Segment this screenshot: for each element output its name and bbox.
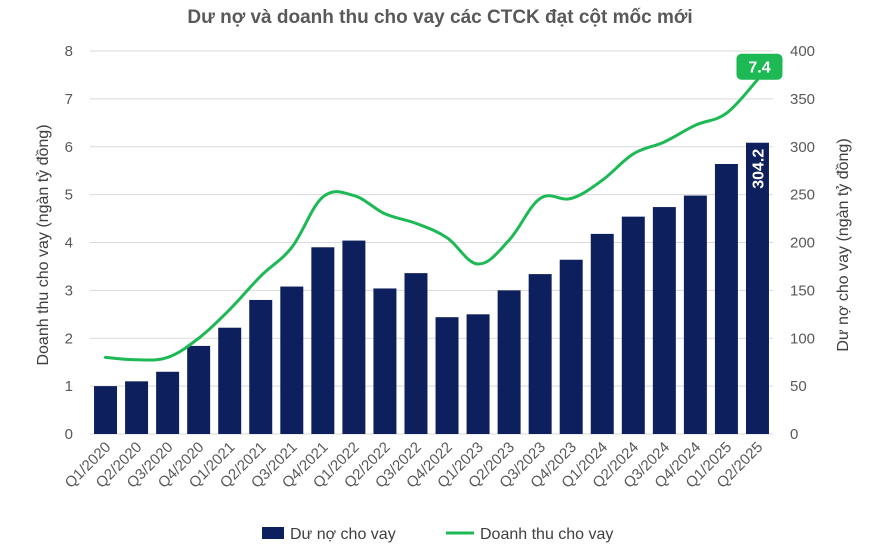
bar: [94, 386, 118, 434]
right-axis-title: Dư nợ cho vay (ngàn tỷ đồng): [835, 138, 852, 351]
legend-bar-label: Dư nợ cho vay: [290, 526, 396, 543]
left-tick-label: 3: [65, 282, 73, 299]
bar: [125, 381, 149, 434]
line-series: 7.4: [104, 53, 783, 362]
chart-title: Dư nợ và doanh thu cho vay các CTCK đạt …: [187, 7, 692, 28]
bar: [466, 314, 490, 434]
bar: [218, 327, 242, 434]
right-tick-label: 400: [790, 43, 815, 60]
left-tick-label: 5: [65, 187, 73, 204]
left-tick-label: 1: [65, 378, 73, 395]
bar: [559, 259, 583, 434]
left-tick-label: 2: [65, 330, 73, 347]
bar-series: 304.2: [94, 142, 769, 435]
bar: [249, 299, 273, 434]
right-tick-label: 200: [790, 235, 815, 252]
line-label-box: [736, 53, 783, 80]
bar: [187, 345, 211, 434]
left-tick-label: 6: [65, 139, 73, 156]
legend: Dư nợ cho vay Doanh thu cho vay: [262, 526, 613, 543]
line-data-label: 7.4: [748, 60, 770, 77]
right-axis-ticks: 0 50 100 150 200 250 300 350 400: [790, 43, 815, 443]
bar: [435, 317, 459, 434]
right-tick-label: 250: [790, 187, 815, 204]
right-tick-label: 350: [790, 91, 815, 108]
bar: [683, 195, 707, 434]
line-path: [104, 78, 759, 362]
bar: [311, 247, 335, 434]
bar: [652, 207, 676, 434]
left-tick-label: 8: [65, 43, 73, 60]
bar: [590, 233, 614, 434]
right-tick-label: 0: [790, 426, 798, 443]
left-axis-title: Doanh thu cho vay (ngàn tỷ đồng): [35, 124, 52, 365]
right-tick-label: 300: [790, 139, 815, 156]
bar: [280, 286, 304, 434]
bar: [621, 216, 645, 434]
right-tick-label: 100: [790, 330, 815, 347]
left-tick-label: 4: [65, 235, 73, 252]
bar: [156, 371, 180, 434]
right-tick-label: 150: [790, 282, 815, 299]
bar: [497, 290, 521, 434]
legend-bar-swatch: [262, 527, 284, 539]
left-tick-label: 0: [65, 426, 73, 443]
left-tick-label: 7: [65, 91, 73, 108]
bar: [342, 240, 366, 434]
bar: [528, 274, 552, 434]
bar: [714, 163, 738, 435]
bar: [373, 288, 397, 434]
left-axis-ticks: 0 1 2 3 4 5 6 7 8: [65, 43, 73, 443]
right-tick-label: 50: [790, 378, 807, 395]
bar: [745, 142, 769, 434]
bar-data-label: 304.2: [750, 149, 767, 189]
legend-line-label: Doanh thu cho vay: [480, 526, 613, 543]
bar: [404, 273, 428, 434]
x-axis-ticks: Q1/2020Q2/2020Q3/2020Q4/2020Q1/2021Q2/20…: [62, 439, 767, 492]
